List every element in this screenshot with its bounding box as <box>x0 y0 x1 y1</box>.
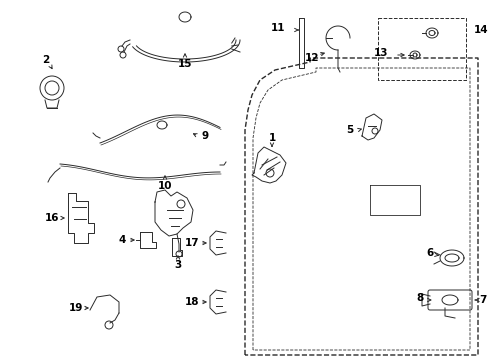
Text: 10: 10 <box>158 181 172 191</box>
Text: 1: 1 <box>268 133 275 143</box>
Text: 8: 8 <box>415 293 423 303</box>
Text: 4: 4 <box>118 235 125 245</box>
Text: 9: 9 <box>201 131 208 141</box>
Text: 13: 13 <box>373 48 387 58</box>
Text: 5: 5 <box>346 125 353 135</box>
Text: 16: 16 <box>45 213 59 223</box>
Text: 19: 19 <box>69 303 83 313</box>
Text: 14: 14 <box>473 25 488 35</box>
Text: 17: 17 <box>184 238 199 248</box>
Text: 12: 12 <box>304 53 319 63</box>
Bar <box>377 18 465 80</box>
Text: 2: 2 <box>42 55 49 65</box>
Text: 15: 15 <box>177 59 192 69</box>
Text: 11: 11 <box>270 23 285 33</box>
Text: 18: 18 <box>184 297 199 307</box>
Text: 7: 7 <box>478 295 486 305</box>
Text: 3: 3 <box>174 260 181 270</box>
Text: 6: 6 <box>426 248 433 258</box>
